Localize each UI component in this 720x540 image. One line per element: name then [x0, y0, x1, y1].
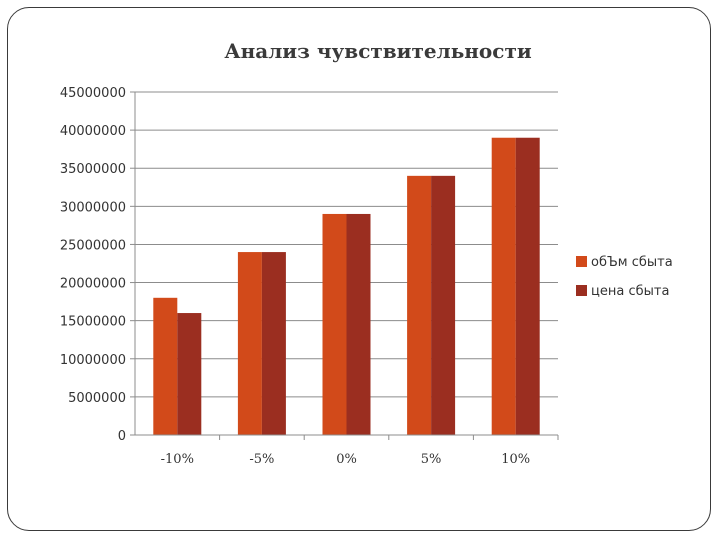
- bar: [261, 252, 286, 435]
- y-tick-label: 30000000: [60, 200, 126, 215]
- bar: [322, 213, 347, 435]
- y-tick-label: 40000000: [60, 124, 126, 139]
- y-tick-label: 45000000: [60, 86, 126, 101]
- x-tick-label: 0%: [336, 452, 357, 467]
- legend-label: обЪм сбыта: [591, 255, 673, 270]
- legend-label: цена сбыта: [591, 284, 669, 299]
- chart-title: Анализ чувствительности: [224, 39, 532, 63]
- y-tick-label: 35000000: [60, 162, 126, 177]
- bar: [346, 213, 371, 435]
- bars: [153, 137, 540, 435]
- y-axis-ticks: 0 5000000 10000000 15000000 20000000 25000000…: [60, 86, 126, 444]
- x-tick-label: -5%: [249, 452, 274, 467]
- x-tick-label: -10%: [161, 452, 194, 467]
- y-tick-label: 25000000: [60, 238, 126, 253]
- y-tick-label: 15000000: [60, 315, 126, 330]
- bar: [515, 137, 540, 435]
- x-tick-label: 5%: [421, 452, 442, 467]
- bar: [153, 297, 178, 435]
- y-tick-label: 0: [118, 429, 126, 444]
- bar: [431, 175, 456, 435]
- legend-swatch: [576, 256, 587, 267]
- bar: [177, 313, 202, 435]
- y-tick-label: 10000000: [60, 353, 126, 368]
- legend: обЪм сбыта цена сбыта: [576, 255, 673, 299]
- bar: [407, 175, 432, 435]
- y-tick-label: 20000000: [60, 277, 126, 292]
- x-axis-ticks: -10% -5% 0% 5% 10%: [161, 452, 531, 467]
- legend-swatch: [576, 285, 587, 296]
- bar: [237, 252, 262, 435]
- bar: [491, 137, 516, 435]
- y-tick-label: 5000000: [68, 391, 126, 406]
- x-tick-label: 10%: [501, 452, 530, 467]
- axes: [134, 92, 559, 440]
